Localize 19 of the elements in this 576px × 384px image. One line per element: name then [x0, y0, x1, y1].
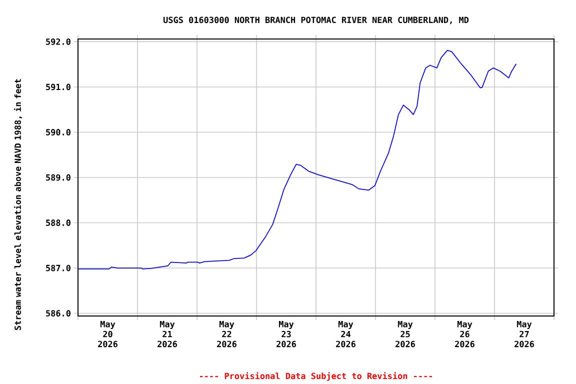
y-tick-label: 590.0 — [46, 129, 70, 136]
y-tick-label: 592.0 — [46, 38, 70, 45]
text: ---- Provisional Data Subject to Revision ---- — [200, 372, 432, 381]
x-tick-label: May 20 2026 — [98, 321, 118, 348]
y-tick-label: 589.0 — [46, 174, 70, 181]
line-series — [78, 50, 517, 270]
x-tick-label: May 25 2026 — [396, 321, 415, 348]
x-tick-label: May 26 2026 — [455, 321, 474, 348]
x-tick-label: May 27 2026 — [514, 321, 534, 348]
x-tick-label: May 22 2026 — [217, 321, 236, 348]
chart-title: USGS 01603000 NORTH BRANCH POTOMAC RIVER NEAR CUMBERLAND, MD — [163, 16, 469, 24]
y-axis-title: Stream water level elevation above NAVD 1988, in feet — [14, 79, 22, 330]
y-tick-label: 588.0 — [46, 220, 70, 226]
x-tick-label: May 24 2026 — [336, 321, 356, 348]
y-tick-label: 591.0 — [46, 84, 70, 90]
x-tick-label: May 21 2026 — [158, 321, 177, 348]
y-tick-label: 587.0 — [46, 264, 70, 272]
y-tick-label: 586.0 — [46, 310, 70, 316]
x-tick-label: May 23 2026 — [276, 321, 296, 348]
